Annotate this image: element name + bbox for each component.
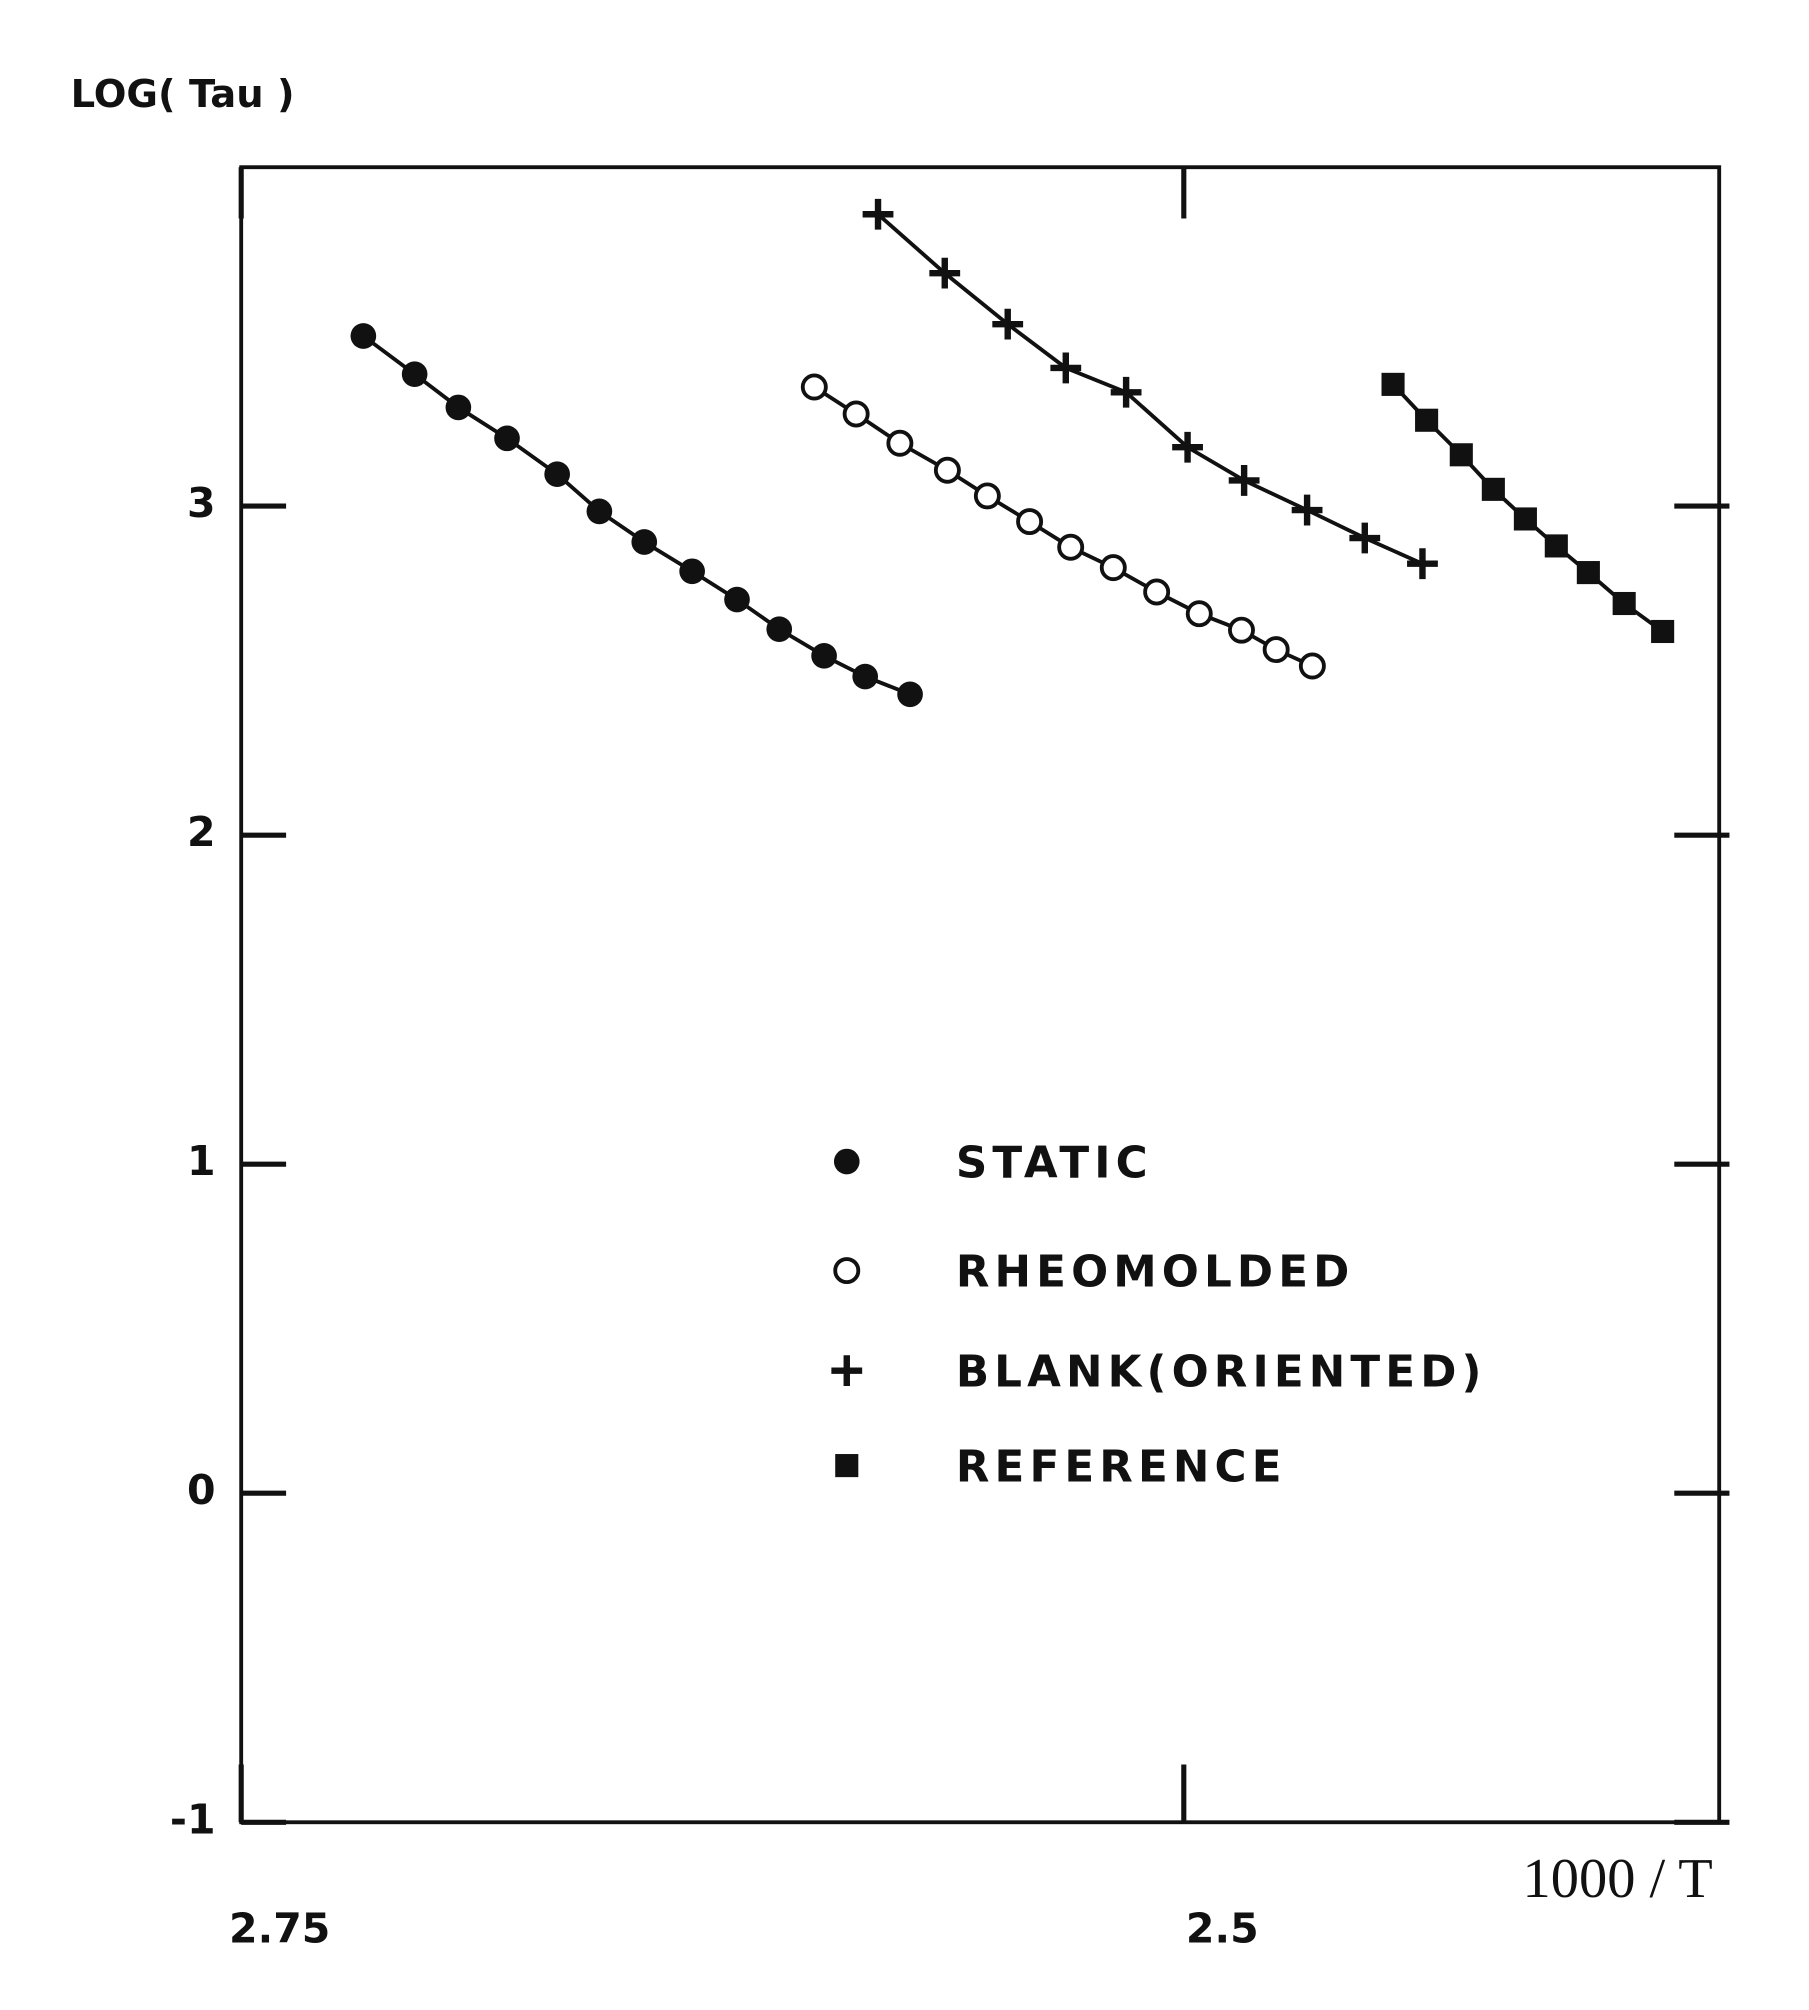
point	[1449, 443, 1473, 467]
point	[1349, 522, 1381, 554]
y-tick-label: 3	[187, 479, 216, 527]
point	[842, 400, 870, 428]
point	[1050, 352, 1082, 384]
point	[862, 198, 894, 230]
point	[445, 394, 472, 421]
point	[1407, 548, 1438, 580]
y-tick-label: -1	[170, 1795, 216, 1843]
point	[1612, 591, 1636, 616]
legend-label: BLANK(ORIENTED)	[956, 1347, 1487, 1397]
point	[1513, 507, 1537, 531]
point	[1481, 477, 1505, 501]
fit-line	[876, 212, 1424, 566]
point	[973, 482, 1001, 510]
point	[401, 361, 428, 388]
point	[929, 257, 961, 289]
point	[897, 681, 923, 708]
fit-line	[362, 334, 911, 697]
y-tick-label: 1	[187, 1137, 216, 1185]
point	[852, 663, 879, 690]
legend-label: RHEOMOLDED	[956, 1247, 1355, 1297]
point	[1415, 408, 1439, 432]
x-axis-label: 1000 / T	[1523, 1848, 1713, 1910]
point	[494, 425, 520, 452]
point	[1381, 372, 1405, 396]
point	[1172, 431, 1203, 463]
y-tick-label: 2	[187, 808, 216, 856]
point	[679, 558, 705, 585]
point	[1143, 578, 1171, 606]
point	[933, 456, 961, 484]
point	[992, 308, 1024, 340]
point	[800, 373, 828, 401]
point	[886, 429, 914, 457]
legend-marker	[835, 1454, 859, 1478]
legend-marker	[831, 1355, 863, 1387]
point	[1057, 533, 1085, 561]
legend-marker	[833, 1257, 861, 1285]
point	[1651, 619, 1675, 644]
point	[1099, 554, 1127, 582]
legend-label: REFERENCE	[956, 1442, 1287, 1492]
point	[766, 616, 793, 643]
point	[1298, 652, 1326, 680]
point	[1228, 616, 1255, 644]
y-tick-label: 0	[187, 1466, 216, 1514]
legend-label: STATIC	[956, 1138, 1153, 1188]
point	[1016, 508, 1044, 536]
point	[1185, 600, 1213, 628]
point	[811, 643, 837, 669]
x-tick-label: 2.75	[229, 1904, 330, 1952]
point	[586, 498, 613, 525]
point	[1544, 534, 1568, 558]
point	[1110, 376, 1142, 408]
point	[1291, 494, 1323, 526]
point	[1262, 636, 1290, 664]
point	[631, 529, 658, 555]
point	[724, 586, 750, 613]
plot-frame	[239, 165, 1722, 1825]
point	[544, 461, 570, 488]
x-tick-label: 2.5	[1186, 1904, 1259, 1952]
point	[1228, 465, 1260, 496]
point	[1576, 561, 1600, 585]
legend-marker	[833, 1148, 860, 1175]
y-axis-label: LOG( Tau )	[71, 72, 295, 117]
point	[350, 323, 377, 349]
